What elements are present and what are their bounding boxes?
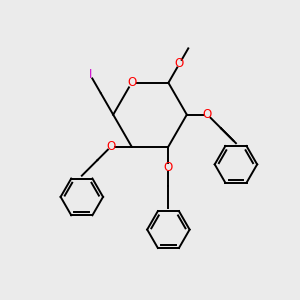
Text: O: O <box>175 57 184 70</box>
Text: O: O <box>203 108 212 121</box>
Text: O: O <box>106 140 116 153</box>
Text: O: O <box>164 161 173 174</box>
Text: O: O <box>127 76 136 89</box>
Text: I: I <box>88 68 92 81</box>
